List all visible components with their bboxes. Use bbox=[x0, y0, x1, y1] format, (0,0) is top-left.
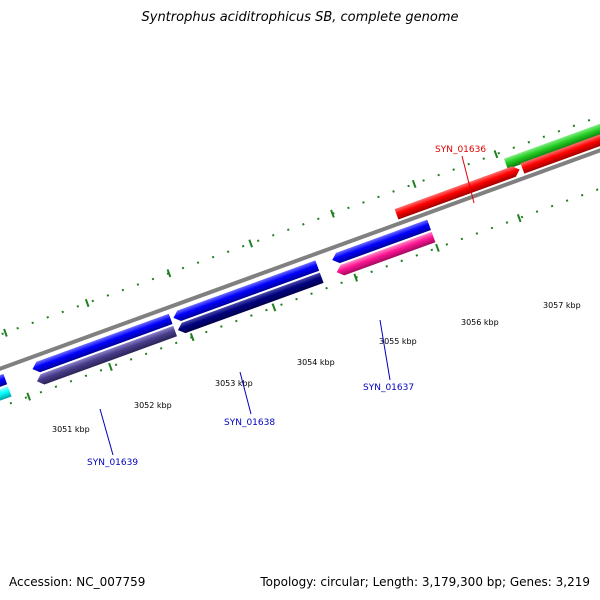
gene-label-syn01636[interactable]: SYN_01636 bbox=[435, 145, 486, 155]
gene-label-syn01637[interactable]: SYN_01637 bbox=[363, 383, 414, 393]
leader-line-syn01636 bbox=[461, 155, 475, 204]
accession-label: Accession: bbox=[9, 575, 73, 589]
feature-green[interactable] bbox=[503, 103, 600, 170]
lower-major-ticks bbox=[26, 213, 522, 401]
scale-label: 3055 kbp bbox=[379, 337, 417, 346]
gene-label-syn01638[interactable]: SYN_01638 bbox=[224, 418, 275, 428]
accession-footer: Accession: NC_007759 bbox=[9, 575, 145, 589]
feature-blue-2[interactable] bbox=[31, 313, 173, 375]
feature-syn01637[interactable] bbox=[335, 231, 436, 278]
gene-labels: SYN_01636 SYN_01637 SYN_01638 SYN_01639 bbox=[87, 145, 486, 468]
scale-label: 3051 kbp bbox=[52, 425, 90, 434]
feature-syn01639[interactable] bbox=[35, 325, 177, 387]
scale-label: 3056 kbp bbox=[461, 318, 499, 327]
leader-line-syn01638 bbox=[239, 371, 252, 415]
feature-cyan[interactable] bbox=[0, 386, 12, 409]
scale-label: 3057 kbp bbox=[543, 301, 581, 310]
scale-label: 3053 kbp bbox=[215, 379, 253, 388]
rotated-track-group bbox=[0, 103, 600, 416]
scale-label: 3054 kbp bbox=[297, 358, 335, 367]
leader-lines bbox=[99, 155, 475, 456]
upper-tick-row bbox=[0, 103, 600, 352]
feature-blue-4[interactable] bbox=[330, 219, 431, 266]
scale-labels: 3051 kbp 3052 kbp 3053 kbp 3054 kbp 3055… bbox=[52, 301, 581, 434]
genome-backbone bbox=[0, 125, 600, 390]
upper-major-ticks bbox=[3, 150, 499, 337]
leader-line-syn01639 bbox=[99, 408, 114, 456]
scale-label: 3052 kbp bbox=[134, 401, 172, 410]
accession-value: NC_007759 bbox=[76, 575, 146, 589]
gene-label-syn01639[interactable]: SYN_01639 bbox=[87, 458, 138, 468]
map-title: Syntrophus aciditrophicus SB, complete g… bbox=[141, 10, 459, 25]
feature-blue-3[interactable] bbox=[172, 260, 320, 323]
topology-footer: Topology: circular; Length: 3,179,300 bp… bbox=[260, 575, 590, 589]
leader-line-syn01637 bbox=[379, 319, 391, 381]
feature-syn01636[interactable] bbox=[394, 164, 522, 220]
feature-syn01638[interactable] bbox=[176, 272, 324, 336]
feature-red-next[interactable] bbox=[520, 113, 600, 174]
